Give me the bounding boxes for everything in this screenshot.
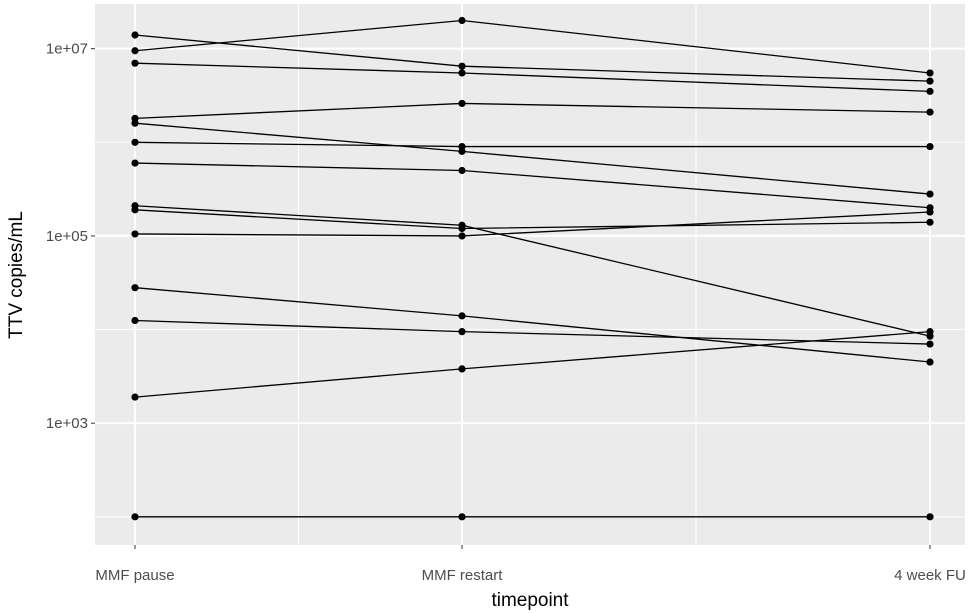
- y-tick-label: 1e+03: [46, 415, 88, 432]
- data-point: [926, 190, 934, 198]
- data-point: [458, 328, 466, 336]
- y-axis: 1e+03 1e+05 1e+07: [46, 41, 95, 432]
- x-axis-title: timepoint: [491, 590, 569, 611]
- y-axis-title: TTV copies/mL: [6, 211, 27, 339]
- data-point: [926, 358, 934, 366]
- data-point: [926, 142, 934, 151]
- data-point: [926, 340, 934, 348]
- data-point: [131, 31, 139, 39]
- data-point: [458, 166, 466, 175]
- data-point: [131, 393, 139, 401]
- x-axis: MMF pause MMF restart 4 week FU: [95, 545, 966, 584]
- data-point: [458, 232, 466, 240]
- data-point: [131, 316, 139, 325]
- data-point: [131, 59, 139, 67]
- data-point: [458, 365, 466, 373]
- data-point: [926, 328, 934, 336]
- data-point: [458, 312, 466, 320]
- y-tick-label: 1e+07: [46, 41, 88, 58]
- data-point: [458, 16, 466, 25]
- data-point: [458, 99, 466, 108]
- series-points: [131, 16, 934, 521]
- data-point: [131, 284, 139, 292]
- data-point: [926, 208, 934, 216]
- data-point: [926, 77, 934, 85]
- x-tick-label: MMF restart: [422, 567, 504, 584]
- data-point: [926, 87, 934, 95]
- plot-panel: [95, 4, 965, 545]
- data-point: [458, 224, 466, 233]
- data-point: [131, 159, 139, 167]
- data-point: [926, 108, 934, 116]
- data-point: [458, 142, 466, 151]
- data-point: [926, 69, 934, 77]
- y-tick-label: 1e+05: [46, 228, 88, 245]
- data-point: [131, 138, 139, 146]
- data-point: [131, 47, 139, 55]
- data-point: [458, 513, 466, 521]
- data-point: [131, 119, 139, 127]
- data-point: [131, 230, 139, 238]
- x-tick-label: 4 week FU: [894, 567, 966, 584]
- data-point: [926, 513, 934, 521]
- data-point: [458, 69, 466, 77]
- data-point: [131, 513, 139, 521]
- data-point: [458, 62, 466, 70]
- x-tick-label: MMF pause: [95, 567, 174, 584]
- data-point: [131, 206, 139, 214]
- data-point: [926, 218, 934, 226]
